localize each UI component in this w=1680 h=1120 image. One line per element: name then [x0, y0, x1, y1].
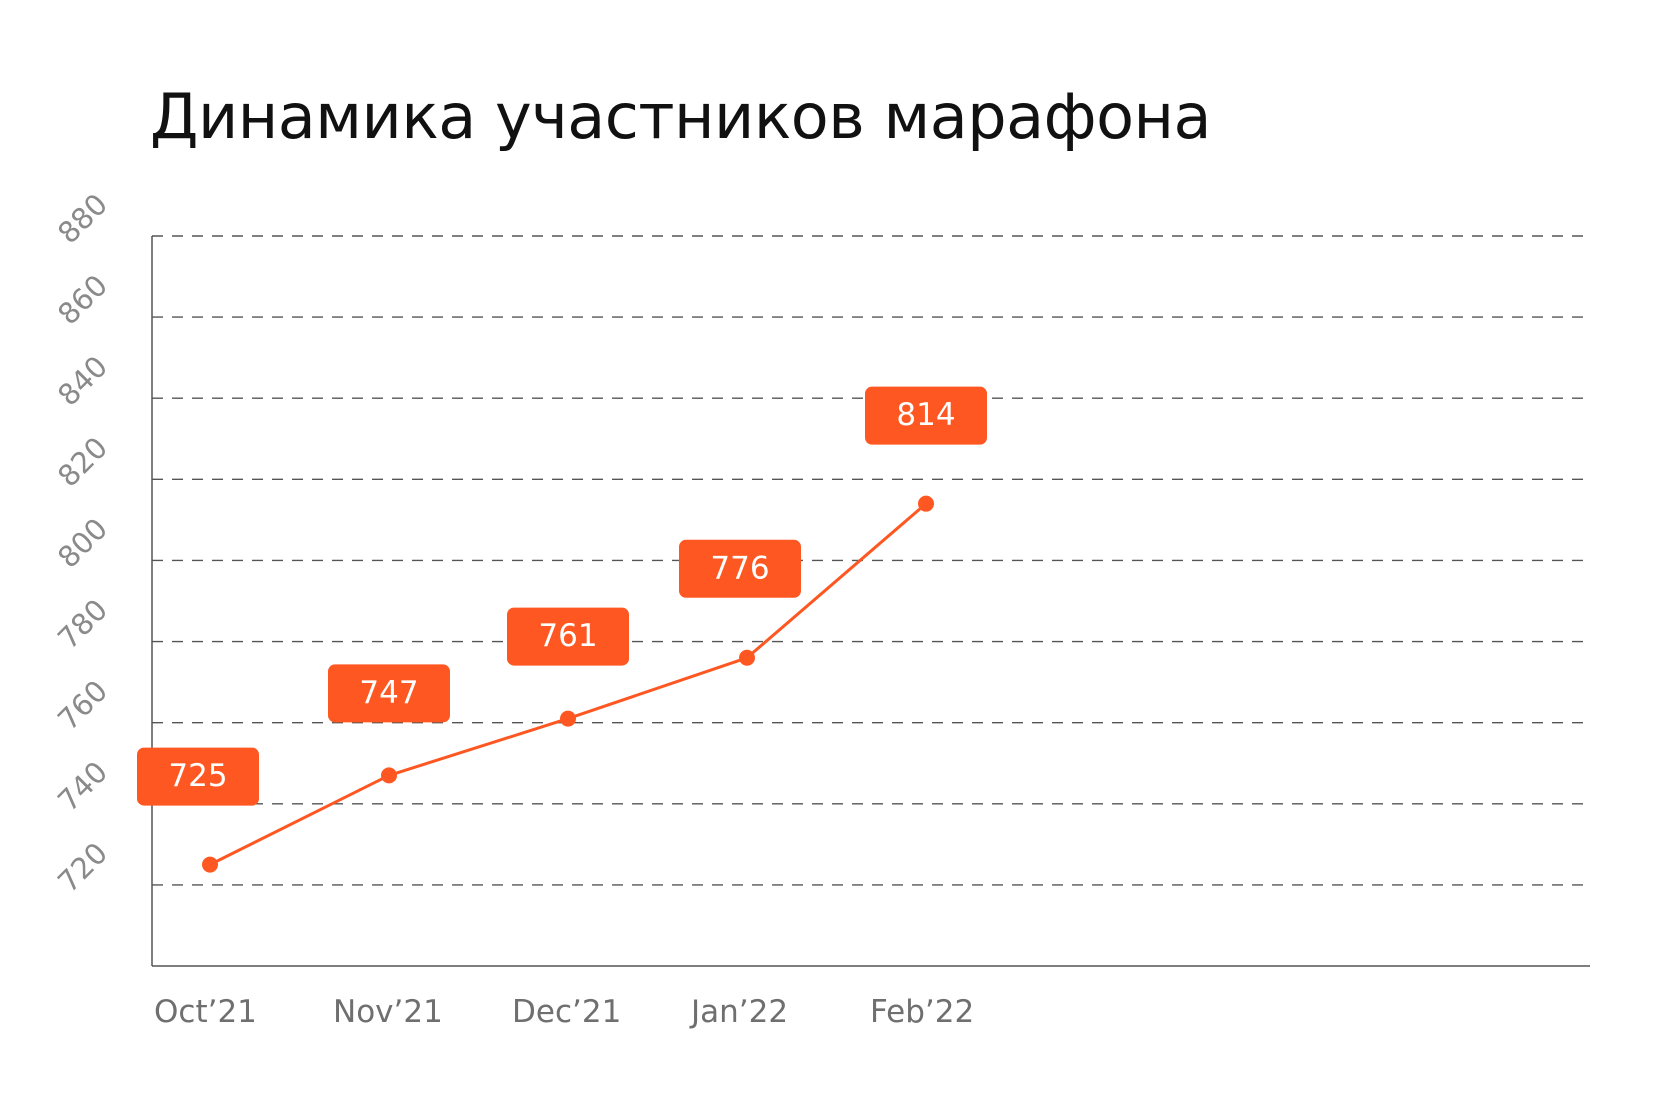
data-label-box: [865, 386, 987, 445]
y-tick-label: 800: [51, 511, 114, 574]
data-label-box: [137, 747, 259, 806]
chart-title: Динамика участников марафона: [150, 80, 1212, 153]
y-tick-label: 720: [51, 836, 114, 899]
y-tick-label: 860: [51, 268, 114, 331]
data-point: [739, 649, 755, 666]
y-tick-label: 740: [51, 755, 114, 818]
data-label: 761: [538, 618, 597, 654]
data-point: [381, 767, 397, 784]
data-point: [918, 495, 934, 512]
y-axis: 720 740 760 780 800 820 840 860 880: [51, 187, 153, 966]
data-label-box: [507, 607, 629, 666]
data-point: [202, 856, 218, 873]
y-tick-label: 780: [51, 593, 114, 656]
data-label-box: [679, 539, 801, 598]
x-tick-label: Dec’21: [512, 994, 621, 1030]
x-tick-label: Feb’22: [870, 994, 974, 1030]
data-point: [560, 710, 576, 727]
data-label: 776: [710, 550, 769, 586]
data-label: 725: [168, 758, 227, 794]
data-label-box: [328, 664, 450, 723]
x-tick-label: Nov’21: [333, 994, 443, 1030]
series-line-path: [209, 502, 927, 866]
y-tick-label: 840: [51, 349, 114, 412]
x-tick-label: Jan’22: [689, 994, 788, 1030]
series-line: [209, 502, 927, 866]
data-points: [202, 495, 934, 873]
y-tick-label: 880: [51, 187, 114, 250]
data-label: 747: [359, 675, 418, 711]
data-labels: 725 747 761 776 814: [137, 386, 987, 806]
x-tick-label: Oct’21: [154, 994, 257, 1030]
y-tick-label: 820: [51, 430, 114, 493]
data-label: 814: [896, 397, 955, 433]
y-tick-label: 760: [51, 674, 114, 737]
x-axis: Oct’21 Nov’21 Dec’21 Jan’22 Feb’22: [152, 965, 1590, 1030]
